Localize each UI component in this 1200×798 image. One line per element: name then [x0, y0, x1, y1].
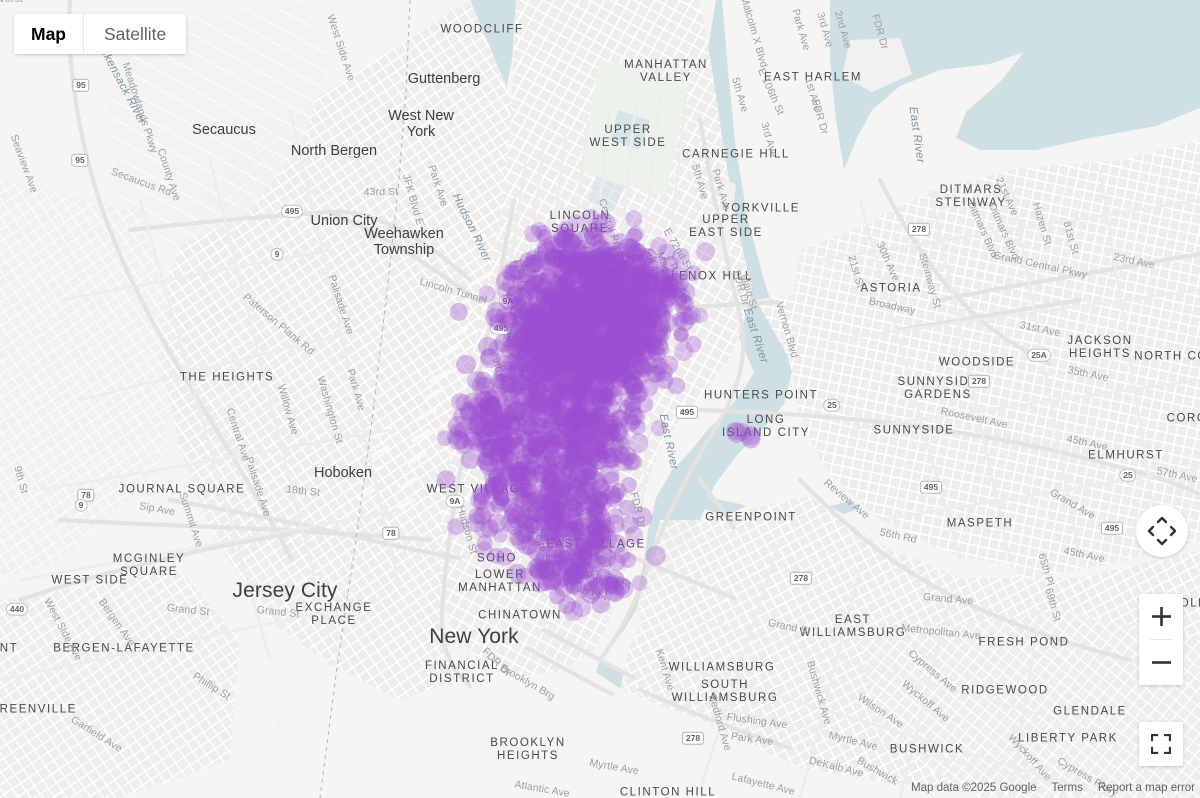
zoom-in-icon [1151, 607, 1171, 626]
attribution-map-data: Map data ©2025 Google [911, 782, 1037, 794]
attribution-terms-link[interactable]: Terms [1051, 782, 1083, 794]
attribution-bar: Map data ©2025 Google Terms Report a map… [903, 778, 1200, 798]
pan-compass-icon [1147, 516, 1177, 546]
zoom-control-divider [1150, 639, 1172, 640]
fullscreen-button[interactable] [1139, 722, 1183, 766]
map-type-satellite-button[interactable]: Satellite [83, 14, 187, 54]
pan-control[interactable] [1136, 505, 1188, 557]
zoom-out-button[interactable] [1139, 640, 1183, 685]
map-type-map-button[interactable]: Map [14, 14, 83, 54]
attribution-report-link[interactable]: Report a map error [1097, 782, 1195, 794]
zoom-in-button[interactable] [1139, 594, 1183, 639]
zoom-control[interactable] [1139, 594, 1183, 685]
map-type-control[interactable]: Map Satellite [14, 14, 187, 54]
fullscreen-icon [1151, 734, 1171, 754]
zoom-out-icon [1151, 661, 1171, 664]
